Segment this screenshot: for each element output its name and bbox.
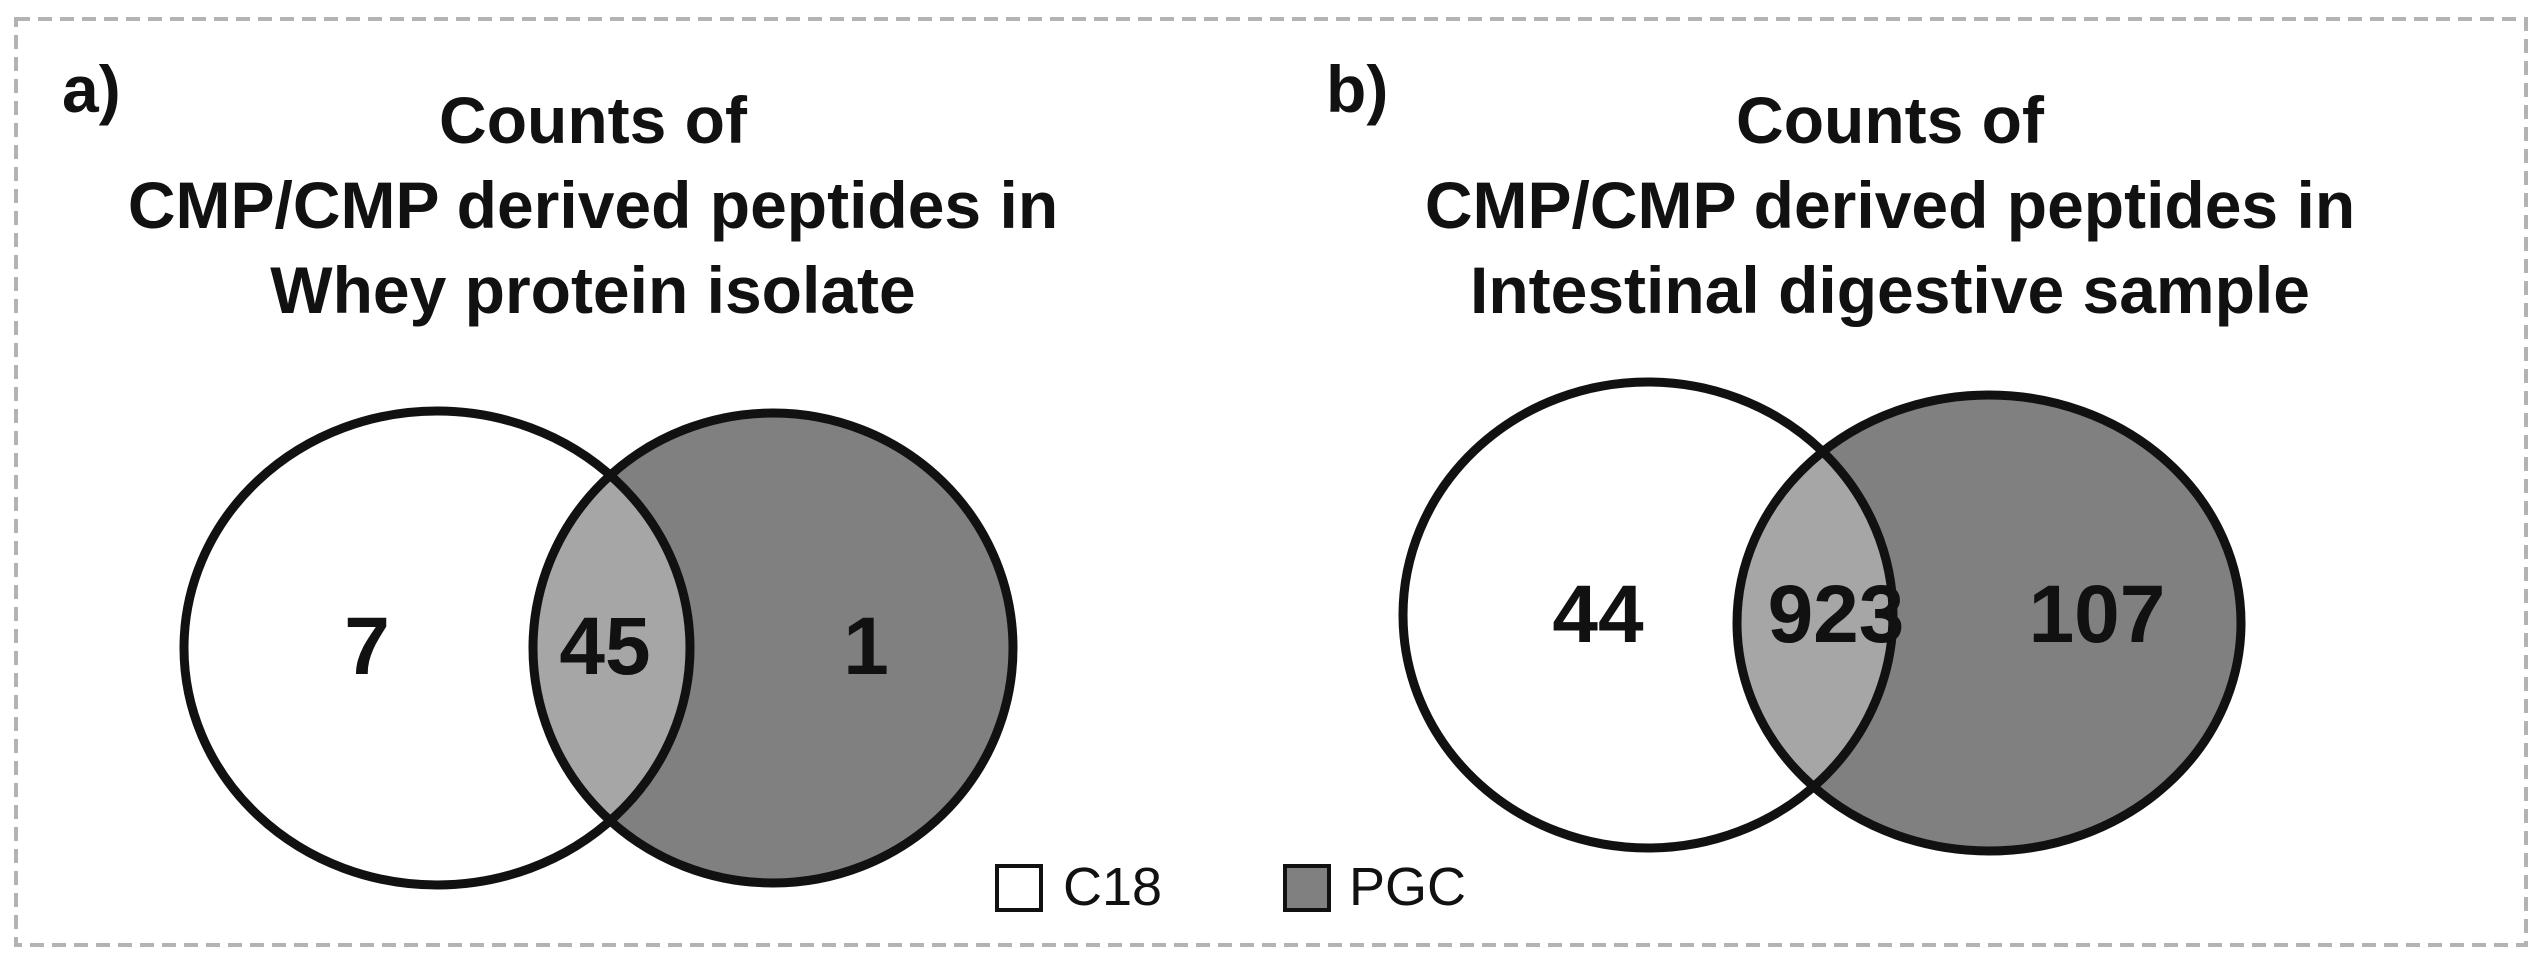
panel-b-label: b) <box>1326 52 1388 126</box>
panel-b-title-line-3: Intestinal digestive sample <box>1470 253 2310 327</box>
panel-a: a) Counts of CMP/CMP derived peptides in… <box>62 52 1058 890</box>
panel-b-pgc-only-count: 107 <box>2029 569 2166 660</box>
panel-a-label: a) <box>62 52 121 126</box>
panel-b-title-line-1: Counts of <box>1736 83 2045 157</box>
panel-b-overlap-count: 923 <box>1768 569 1905 660</box>
panel-a-c18-only-count: 7 <box>344 601 390 692</box>
panel-a-title-line-2: CMP/CMP derived peptides in <box>128 168 1058 242</box>
panel-b-title: Counts of CMP/CMP derived peptides in In… <box>1425 83 2355 327</box>
panel-a-title-line-3: Whey protein isolate <box>270 253 915 327</box>
panel-a-pgc-outline <box>528 408 1018 888</box>
panel-a-overlap-count: 45 <box>559 601 650 692</box>
panel-a-title: Counts of CMP/CMP derived peptides in Wh… <box>128 83 1058 327</box>
legend-item-c18: C18 <box>995 857 1162 917</box>
panel-b-venn: 44 923 107 <box>1398 377 2246 856</box>
panel-b: b) Counts of CMP/CMP derived peptides in… <box>1326 52 2355 856</box>
gray-square-icon <box>1283 864 1331 912</box>
panel-a-pgc-only-count: 1 <box>843 601 889 692</box>
panel-b-pgc-outline <box>1732 390 2246 856</box>
legend-label-pgc: PGC <box>1349 857 1466 917</box>
legend-item-pgc: PGC <box>1283 857 1466 917</box>
legend-label-c18: C18 <box>1063 857 1162 917</box>
panel-b-c18-only-count: 44 <box>1552 569 1644 660</box>
panel-a-venn: 7 45 1 <box>179 406 1018 890</box>
panel-b-c18-outline <box>1398 377 1898 853</box>
panel-a-title-line-1: Counts of <box>439 83 748 157</box>
legend: C18 PGC <box>995 857 1466 917</box>
panel-a-c18-outline <box>179 406 695 890</box>
panel-b-title-line-2: CMP/CMP derived peptides in <box>1425 168 2355 242</box>
figure-frame <box>14 17 2528 947</box>
white-square-icon <box>995 864 1043 912</box>
